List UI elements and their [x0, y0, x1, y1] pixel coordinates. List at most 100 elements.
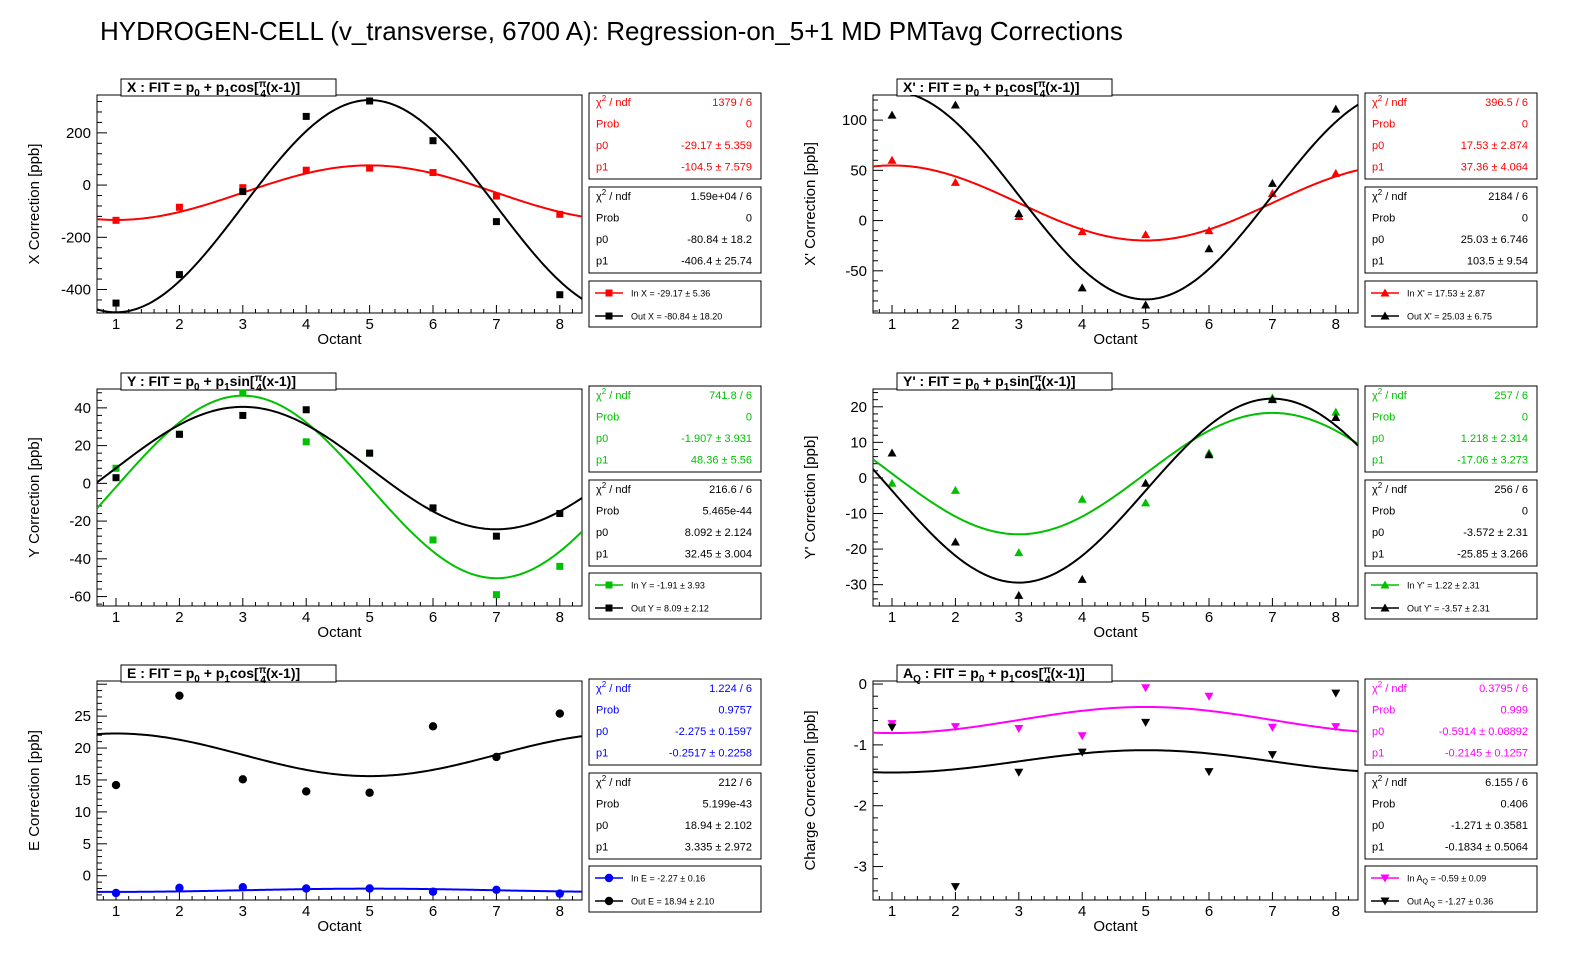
stats-label: p0	[596, 234, 608, 246]
legend-marker	[605, 289, 613, 297]
chart-panel-aq: -3 -2 -1 0 1 2 3 4 5 6 7 8 Octant Charge Correction […	[802, 664, 1538, 935]
stats-value: 0	[1522, 213, 1528, 225]
y-axis-label: Y Correction [ppb]	[26, 437, 43, 558]
data-point-out	[429, 137, 437, 145]
data-point-in	[1331, 407, 1341, 416]
stats-value: 216.6 / 6	[709, 484, 752, 496]
data-point-out	[302, 787, 311, 796]
stats-label: p1	[596, 256, 608, 268]
stats-label: p1	[1372, 549, 1384, 561]
legend-marker	[1380, 603, 1390, 612]
fit-curve-in	[97, 887, 582, 893]
stats-label: p1	[1372, 455, 1384, 467]
data-point-out	[238, 775, 248, 784]
page-title: HYDROGEN-CELL (v_transverse, 6700 A): Re…	[100, 16, 1123, 46]
x-tick-label: 7	[492, 316, 500, 333]
data-point-out	[887, 110, 897, 119]
stats-label: χ2 / ndf	[596, 680, 632, 695]
stats-box-out: χ2 / ndf 216.6 / 6 Prob 5.465e-44 p0 8.092 ± …	[588, 479, 762, 567]
stats-label: p0	[596, 140, 608, 152]
stats-label: χ2 / ndf	[1372, 94, 1408, 109]
data-point-out	[1014, 768, 1024, 777]
data-point-out	[111, 780, 121, 790]
stats-value: -0.2517 ± 0.2258	[669, 748, 752, 760]
data-point-in	[302, 438, 310, 446]
data-point-in	[428, 887, 438, 896]
x-axis-label: Octant	[317, 331, 362, 348]
panel-title-box	[120, 372, 337, 391]
data-point-in	[302, 884, 311, 893]
panel-title: X : FIT = p0 + p1cos[π 4(x-1)]	[127, 79, 300, 100]
plot-frame	[96, 680, 583, 901]
x-tick-label: 1	[888, 903, 896, 920]
stats-box-in: χ2 / ndf 0.3795 / 6 Prob 0.999 p0 -0.5914 ± 0…	[1364, 678, 1538, 766]
data-point-in	[1014, 548, 1024, 557]
legend-entry: In Y' = 1.22 ± 2.31	[1407, 581, 1480, 591]
panel-title-box	[120, 78, 337, 97]
legend-entry: Out E = 18.94 ± 2.10	[631, 897, 714, 907]
data-point-in	[1077, 494, 1087, 503]
stats-value: 48.36 ± 5.56	[691, 455, 752, 467]
data-point-in	[555, 889, 565, 898]
data-point-out	[887, 723, 897, 732]
stats-value: 32.45 ± 3.004	[685, 549, 752, 561]
stats-value: 2184 / 6	[1488, 191, 1528, 203]
data-point-out	[239, 188, 247, 196]
data-point-out	[1204, 450, 1214, 459]
y-tick-label: 15	[74, 772, 91, 789]
y-tick-label: 0	[83, 177, 91, 194]
stats-box-in: χ2 / ndf 257 / 6 Prob 0 p0 1.218 ± 2.314 p1 -17…	[1364, 385, 1538, 473]
stats-label: χ2 / ndf	[1372, 680, 1408, 695]
stats-value: 6.155 / 6	[1485, 777, 1528, 789]
x-tick-label: 2	[175, 903, 183, 920]
data-point-in	[1331, 723, 1341, 732]
stats-value: 0.406	[1500, 799, 1528, 811]
data-point-out	[366, 449, 374, 457]
fit-curve-out	[97, 99, 582, 313]
stats-label: Prob	[596, 506, 619, 518]
stats-value: 0	[1522, 506, 1528, 518]
stats-label: p1	[1372, 256, 1384, 268]
fit-curve-out	[873, 397, 1358, 584]
stats-value: 5.465e-44	[702, 506, 752, 518]
stats-value: -1.271 ± 0.3581	[1451, 820, 1528, 832]
data-point-in	[175, 883, 184, 893]
y-axis-label: X' Correction [ppb]	[802, 142, 819, 266]
chart-panel-y: -60 -40 -20 0 20 40 1 2 3 4 5 6 7 8 Octant Y Correction…	[26, 372, 762, 641]
data-point-out	[887, 448, 897, 457]
x-axis-label: Octant	[1093, 331, 1138, 348]
stats-label: p0	[1372, 433, 1384, 445]
data-point-in	[1141, 684, 1151, 693]
legend-marker	[604, 873, 614, 883]
data-point-out	[429, 504, 437, 512]
legend-entry: Out Y = 8.09 ± 2.12	[631, 604, 709, 614]
data-point-out	[1331, 412, 1341, 421]
data-point-out	[1204, 244, 1214, 253]
panel-title-box	[896, 664, 1113, 683]
y-tick-label: -50	[845, 263, 867, 280]
stats-label: p0	[1372, 527, 1384, 539]
legend-entry: In X' = 17.53 ± 2.87	[1407, 289, 1485, 299]
x-tick-label: 6	[1205, 903, 1213, 920]
stats-value: 18.94 ± 2.102	[685, 820, 752, 832]
fit-curve-out	[97, 732, 582, 778]
x-tick-label: 4	[1078, 903, 1086, 920]
stats-value: -29.17 ± 5.359	[681, 140, 752, 152]
stats-label: p1	[1372, 842, 1384, 854]
data-point-in	[492, 192, 500, 200]
data-point-in	[365, 884, 374, 893]
x-tick-label: 8	[1332, 316, 1340, 333]
stats-label: Prob	[596, 799, 619, 811]
stats-value: 8.092 ± 2.124	[685, 527, 752, 539]
legend-marker	[1380, 580, 1390, 589]
stats-label: Prob	[596, 119, 619, 131]
stats-value: -406.4 ± 25.74	[681, 256, 752, 268]
stats-value: 17.53 ± 2.874	[1461, 140, 1528, 152]
fit-curve-in	[873, 164, 1358, 242]
stats-label: p1	[596, 549, 608, 561]
stats-label: χ2 / ndf	[1372, 387, 1408, 402]
x-axis-label: Octant	[317, 624, 362, 641]
chart-panel-e: 0 5 10 15 20 25 1 2 3 4 5 6 7 8 Octant E Correction [pp…	[26, 664, 762, 935]
y-tick-label: 40	[74, 400, 91, 417]
